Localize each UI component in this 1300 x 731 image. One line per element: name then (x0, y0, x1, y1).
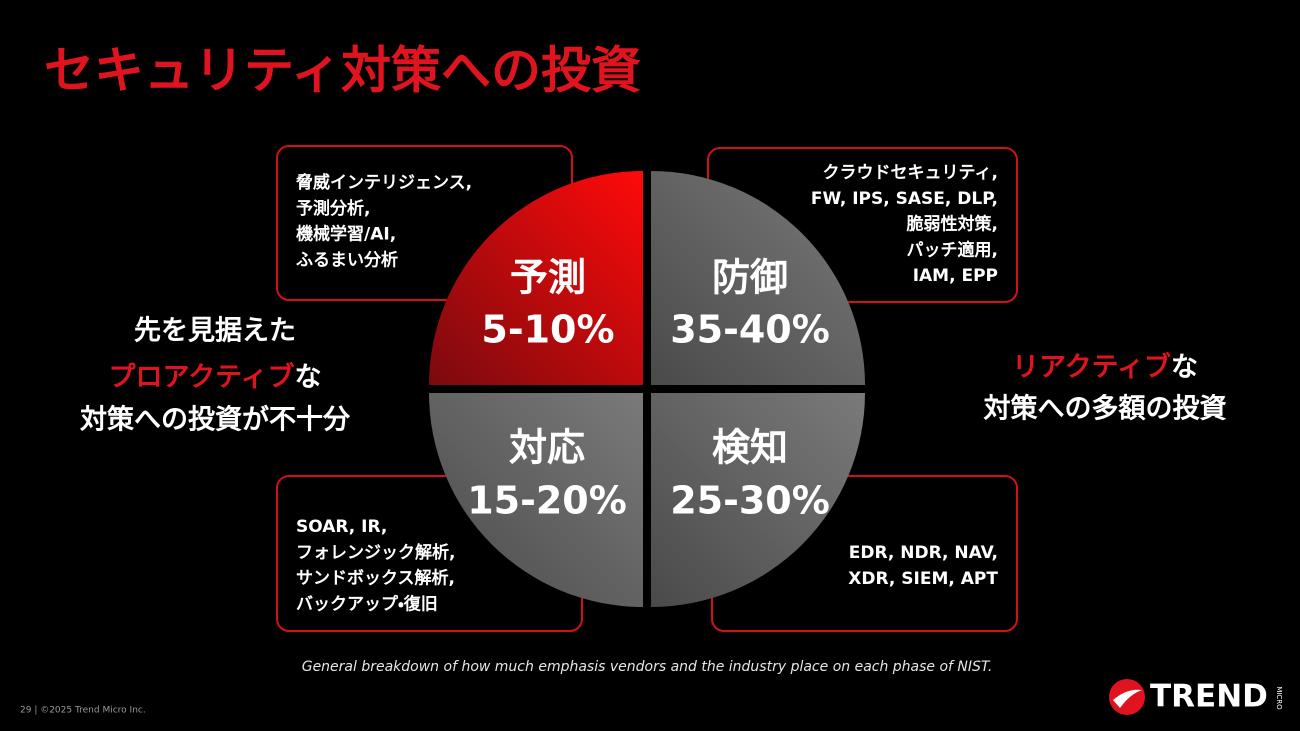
slide-title: セキュリティ対策への投資 (44, 42, 641, 100)
note-suffix: な (295, 362, 322, 393)
box-line: 脆弱性対策, (906, 214, 998, 235)
quadrant-range: 35-40% (670, 308, 830, 352)
quadrant-range: 15-20% (467, 479, 627, 523)
box-line: 予測分析, (296, 198, 370, 219)
quadrant-name: 検知 (712, 426, 788, 470)
quadrant (651, 171, 865, 385)
highlight: リアクティブ (1012, 351, 1171, 383)
box-texts: 脅威インテリジェンス, 予測分析, 機械学習/AI, ふるまい分析 クラウドセキュリティ… (295, 163, 998, 614)
quadrant (429, 171, 643, 385)
box-line: クラウドセキュリティ, (823, 163, 998, 183)
quadrant (651, 393, 865, 607)
note-suffix: な (1171, 352, 1198, 383)
quadrant-range: 5-10% (481, 308, 614, 352)
note-line: 先を見据えた (134, 316, 296, 347)
logo-sub: MICRO (1275, 686, 1283, 710)
box-line: ふるまい分析 (296, 249, 398, 270)
quadrant-name: 予測 (510, 256, 586, 300)
box-line: フォレンジック解析, (296, 542, 455, 563)
logo-name: TREND (1150, 679, 1268, 715)
note-line: リアクティブな (1012, 351, 1198, 383)
box-line: 脅威インテリジェンス, (295, 172, 472, 193)
quadrant (429, 393, 643, 607)
box-line: IAM, EPP (913, 266, 998, 286)
footer: 29 | ©2025 Trend Micro Inc. (20, 706, 146, 716)
box-line: XDR, SIEM, APT (848, 569, 998, 589)
highlight: プロアクティブ (108, 361, 294, 393)
quadrant-name: 対応 (509, 426, 585, 470)
box-line: FW, IPS, SASE, DLP, (811, 189, 998, 209)
box-line: パッチ適用, (907, 239, 998, 260)
box-line: バックアップ・復旧 (296, 593, 438, 614)
quadrant-name: 防御 (712, 256, 788, 300)
box-line: EDR, NDR, NAV, (849, 543, 998, 563)
quadrant-range: 25-30% (670, 479, 830, 523)
note-line: 対策への多額の投資 (984, 393, 1227, 425)
caption: General breakdown of how much emphasis v… (302, 659, 993, 675)
note-line: プロアクティブな (108, 361, 321, 393)
box-line: 機械学習/AI, (296, 224, 396, 245)
logo-swoosh (1113, 689, 1142, 708)
box-line: SOAR, IR, (296, 517, 387, 537)
note-line: 対策への投資が不十分 (80, 404, 351, 436)
logo: TREND MICRO (1109, 679, 1283, 715)
box-line: サンドボックス解析, (296, 568, 455, 589)
